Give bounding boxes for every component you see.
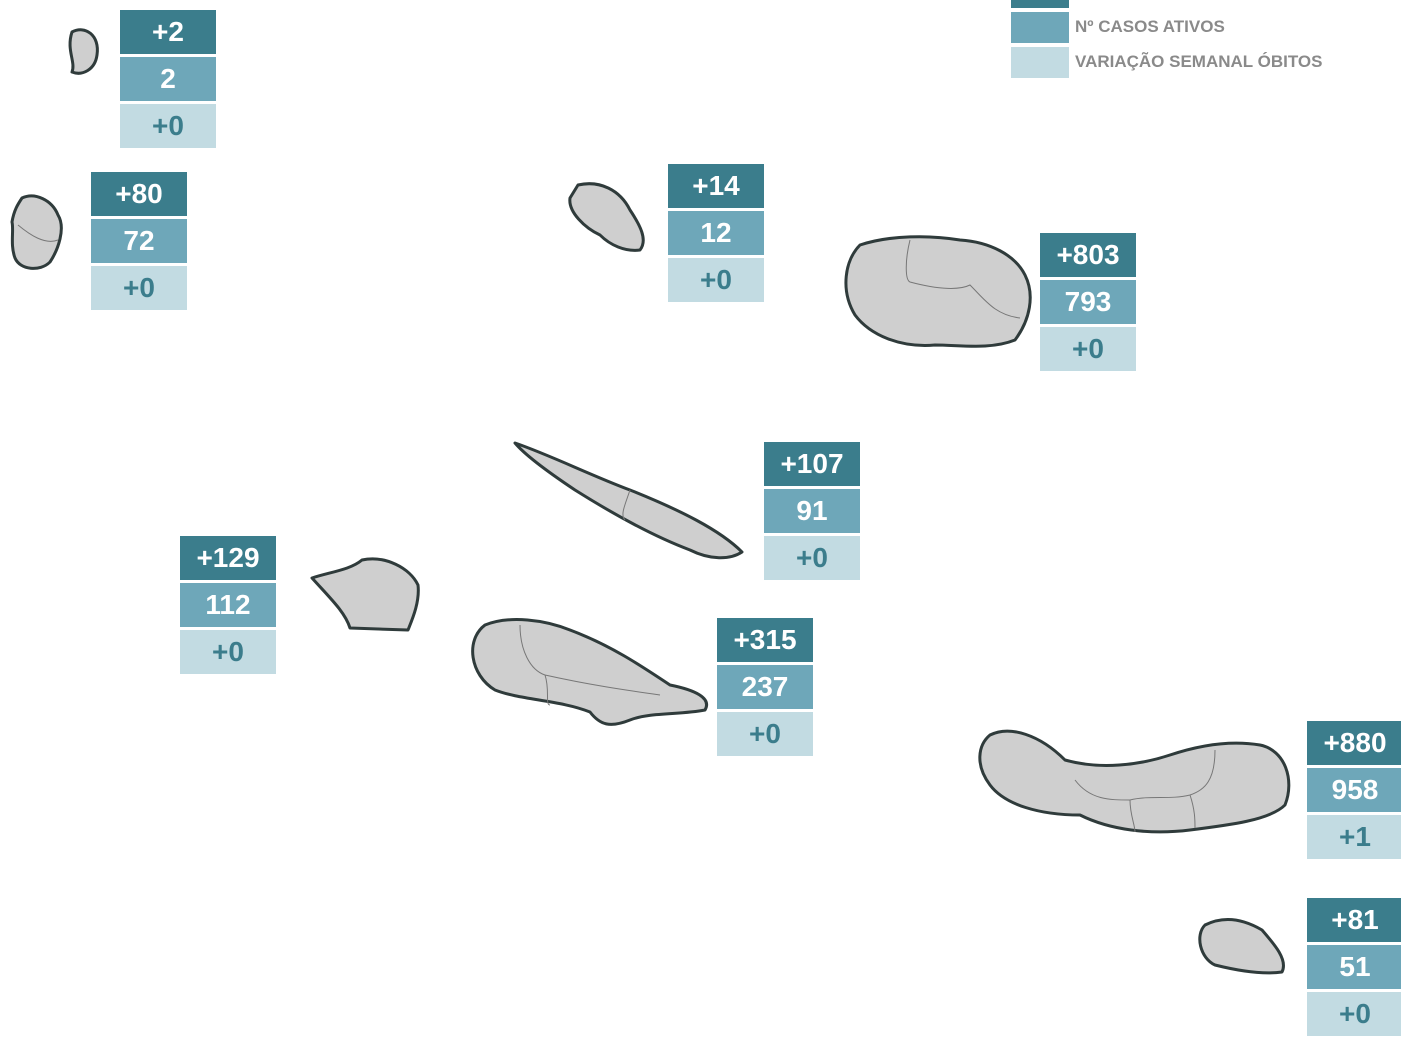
border-line xyxy=(905,239,1021,319)
island-box: +880 958 +1 xyxy=(1307,721,1401,862)
value-cell: +0 xyxy=(668,258,764,302)
island-box: +80 72 +0 xyxy=(91,172,187,313)
value-cell: +0 xyxy=(1040,327,1136,371)
island-shape xyxy=(978,729,1291,834)
island-shape xyxy=(844,235,1032,348)
legend-swatch xyxy=(1011,0,1069,8)
legend-label: VARIAÇÃO SEMANAL ÓBITOS xyxy=(1075,52,1323,71)
border-line xyxy=(622,489,631,521)
value-cell: 72 xyxy=(91,219,187,263)
border-line xyxy=(519,624,661,706)
island-shape xyxy=(513,441,744,560)
island-shape xyxy=(568,182,645,252)
value-cell: +0 xyxy=(764,536,860,580)
value-cell: +0 xyxy=(1307,992,1401,1036)
island-shape xyxy=(471,618,709,726)
value-cell: +880 xyxy=(1307,721,1401,765)
value-cell: 2 xyxy=(120,57,216,101)
value-cell: 237 xyxy=(717,665,813,709)
value-cell: +129 xyxy=(180,536,276,580)
value-cell: 91 xyxy=(764,489,860,533)
value-cell: 12 xyxy=(668,211,764,255)
value-cell: +803 xyxy=(1040,233,1136,277)
value-cell: +315 xyxy=(717,618,813,662)
value-cell: +1 xyxy=(1307,815,1401,859)
island-shape xyxy=(68,28,99,75)
island-box: +107 91 +0 xyxy=(764,442,860,583)
island-shape xyxy=(10,194,63,270)
island-box: +81 51 +0 xyxy=(1307,898,1401,1039)
value-cell: 51 xyxy=(1307,945,1401,989)
island-box: +803 793 +0 xyxy=(1040,233,1136,374)
island-box: +315 237 +0 xyxy=(717,618,813,759)
island-box: +129 112 +0 xyxy=(180,536,276,677)
value-cell: +0 xyxy=(180,630,276,674)
value-cell: 958 xyxy=(1307,768,1401,812)
legend-swatch xyxy=(1011,12,1069,43)
value-cell: 793 xyxy=(1040,280,1136,324)
value-cell: +0 xyxy=(120,104,216,148)
legend-swatch xyxy=(1011,47,1069,78)
island-box: +2 2 +0 xyxy=(120,10,216,151)
value-cell: +81 xyxy=(1307,898,1401,942)
value-cell: +14 xyxy=(668,164,764,208)
value-cell: +80 xyxy=(91,172,187,216)
island-shape xyxy=(310,557,420,632)
legend-label: Nº CASOS ATIVOS xyxy=(1075,17,1225,36)
value-cell: +2 xyxy=(120,10,216,54)
island-shape xyxy=(1198,918,1285,975)
border-line xyxy=(1074,749,1216,833)
value-cell: +0 xyxy=(717,712,813,756)
border-line xyxy=(17,224,59,242)
value-cell: +0 xyxy=(91,266,187,310)
value-cell: +107 xyxy=(764,442,860,486)
value-cell: 112 xyxy=(180,583,276,627)
island-box: +14 12 +0 xyxy=(668,164,764,305)
